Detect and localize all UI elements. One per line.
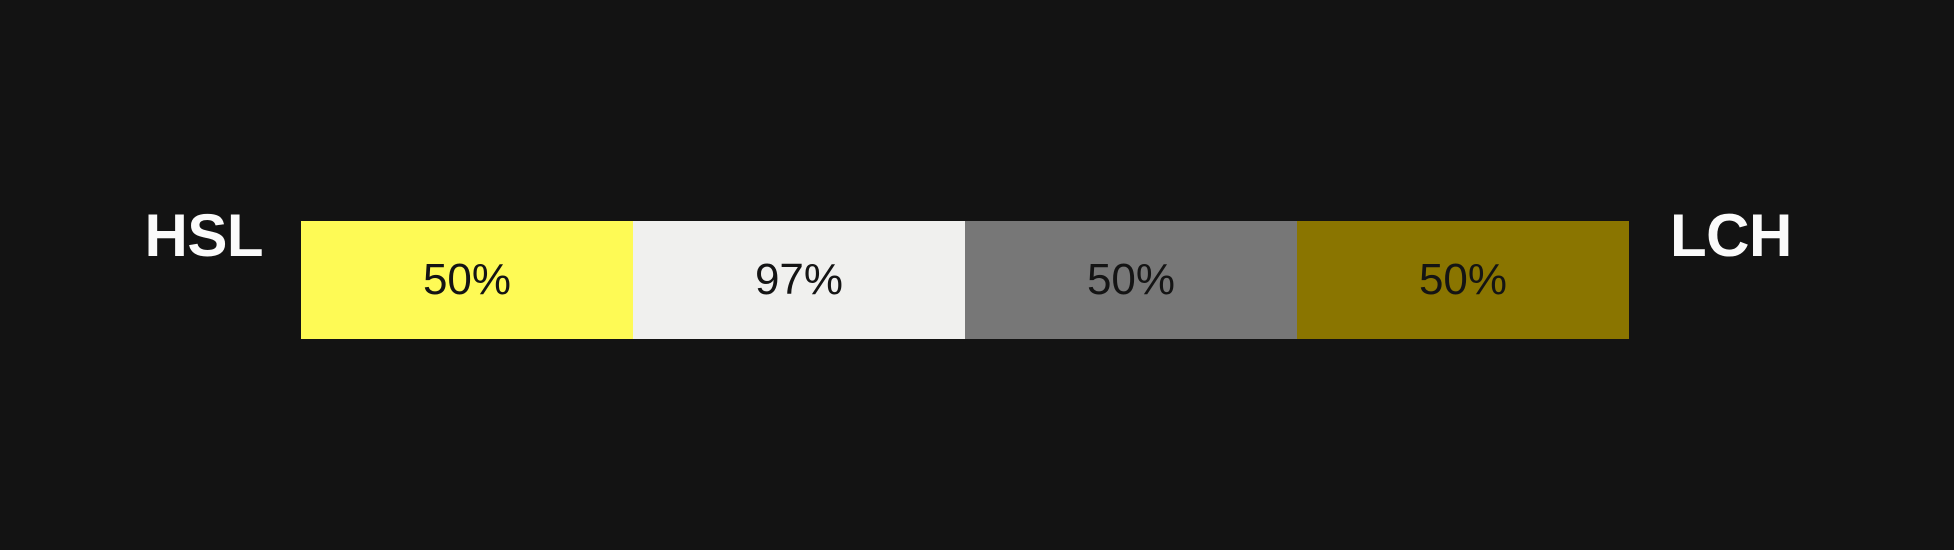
swatch-gray: 50% bbox=[965, 221, 1297, 339]
lightness-comparison-bar: 50% 97% 50% 50% bbox=[301, 221, 1629, 339]
swatch-olive: 50% bbox=[1297, 221, 1629, 339]
lch-label: LCH bbox=[1670, 202, 1792, 269]
swatch-value-label: 50% bbox=[1418, 255, 1508, 304]
swatch-near-white: 97% bbox=[633, 221, 965, 339]
swatch-hsl-yellow: 50% bbox=[301, 221, 633, 339]
swatch-value-label: 50% bbox=[422, 255, 512, 304]
hsl-label: HSL bbox=[144, 202, 264, 269]
swatch-value-label: 97% bbox=[754, 255, 844, 304]
swatch-value-label: 50% bbox=[1086, 255, 1176, 304]
